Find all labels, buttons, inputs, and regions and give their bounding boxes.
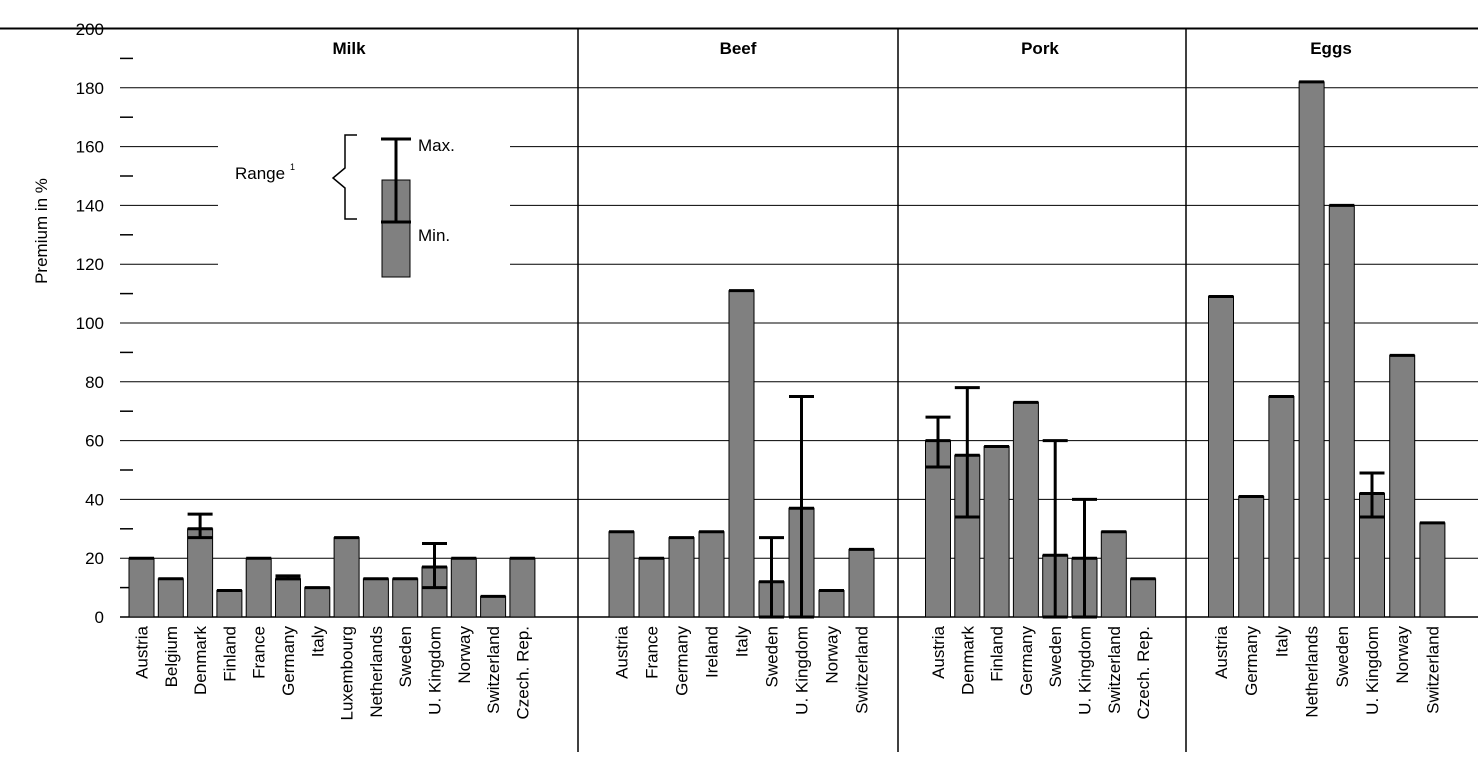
y-tick-label: 200 (76, 20, 104, 39)
category-label: U. Kingdom (426, 626, 445, 715)
category-label: Austria (133, 625, 152, 678)
category-label: Switzerland (1423, 626, 1442, 714)
category-label: Germany (673, 626, 692, 696)
y-tick-label: 60 (85, 432, 104, 451)
group-titles: Milk Beef Pork Eggs (332, 39, 1351, 58)
category-label: Netherlands (1303, 626, 1322, 718)
bar (925, 440, 951, 618)
y-tick-label: 140 (76, 196, 104, 215)
bar (1238, 495, 1265, 618)
category-label: Sweden (1333, 626, 1352, 687)
category-label: U. Kingdom (1076, 626, 1095, 715)
bar (1130, 578, 1157, 618)
category-label: U. Kingdom (1363, 626, 1382, 715)
bar (818, 590, 845, 618)
category-labels: Austria Belgium Denmark Finland France German… (133, 625, 1443, 720)
bar (668, 537, 695, 618)
y-tick-label: 160 (76, 138, 104, 157)
category-label: Sweden (1046, 626, 1065, 687)
category-label: Austria (613, 625, 632, 678)
legend-footnote-marker: 1 (290, 162, 295, 172)
category-label: Germany (1242, 626, 1261, 696)
legend-range-label: Range (235, 164, 285, 183)
group-title: Beef (720, 39, 757, 58)
bar (608, 531, 635, 618)
bar (509, 557, 536, 618)
bar (698, 531, 725, 618)
bar (157, 578, 184, 618)
bar (983, 445, 1010, 618)
category-label: Norway (1393, 626, 1412, 684)
y-axis-title: Premium in % (32, 178, 51, 284)
y-tick-label: 100 (76, 314, 104, 333)
category-label: Switzerland (1105, 626, 1124, 714)
range-legend: Range 1 Max. Min. (218, 128, 510, 288)
bar (1328, 204, 1355, 618)
category-label: Italy (733, 626, 752, 658)
category-label: Germany (279, 626, 298, 696)
bar (275, 578, 301, 618)
bar (1100, 531, 1127, 618)
bar (216, 590, 243, 618)
bars (128, 80, 1446, 619)
category-label: Sweden (396, 626, 415, 687)
category-label: France (250, 626, 269, 679)
bar (187, 528, 214, 618)
y-tick-label: 180 (76, 79, 104, 98)
category-label: Austria (929, 625, 948, 678)
bar (304, 587, 331, 618)
y-tick-label: 0 (95, 608, 104, 627)
category-label: Denmark (958, 626, 977, 695)
bar (480, 595, 507, 618)
category-label: Italy (308, 626, 327, 658)
category-label: Finland (988, 626, 1007, 682)
gridlines (0, 27, 1478, 752)
y-tick-label: 40 (85, 490, 104, 509)
bar (1419, 522, 1446, 618)
category-label: Norway (823, 626, 842, 684)
bar (848, 548, 875, 618)
y-tick-label: 20 (85, 549, 104, 568)
category-label: Austria (1212, 625, 1231, 678)
bar (1389, 354, 1416, 618)
group-title: Pork (1021, 39, 1059, 58)
category-label: Belgium (162, 626, 181, 687)
legend-max-label: Max. (418, 136, 455, 155)
y-tick-label: 120 (76, 255, 104, 274)
category-label: Italy (1272, 626, 1291, 658)
group-title: Milk (332, 39, 366, 58)
category-label: Luxembourg (338, 626, 357, 721)
category-label: Ireland (703, 626, 722, 678)
category-label: Norway (455, 626, 474, 684)
category-label: France (643, 626, 662, 679)
category-label: Netherlands (367, 626, 386, 718)
legend-min-label: Min. (418, 226, 450, 245)
category-label: U. Kingdom (793, 626, 812, 715)
legend-background (218, 128, 510, 288)
category-label: Switzerland (853, 626, 872, 714)
bar (128, 557, 155, 618)
bar (1012, 401, 1039, 618)
bar (245, 557, 272, 618)
bar (1298, 81, 1325, 618)
bar (728, 290, 755, 618)
category-label: Germany (1017, 626, 1036, 696)
bar (1268, 396, 1295, 618)
y-tick-label: 80 (85, 373, 104, 392)
bar (450, 557, 477, 618)
bar (392, 578, 419, 618)
bar (362, 578, 389, 618)
group-title: Eggs (1310, 39, 1352, 58)
bar (1208, 296, 1234, 618)
category-label: Czech. Rep. (513, 626, 532, 720)
category-label: Switzerland (484, 626, 503, 714)
bar (638, 557, 665, 618)
bar (333, 537, 360, 618)
category-label: Finland (220, 626, 239, 682)
legend-brace (331, 134, 357, 220)
category-label: Sweden (763, 626, 782, 687)
category-label: Czech. Rep. (1134, 626, 1153, 720)
category-label: Denmark (191, 626, 210, 695)
